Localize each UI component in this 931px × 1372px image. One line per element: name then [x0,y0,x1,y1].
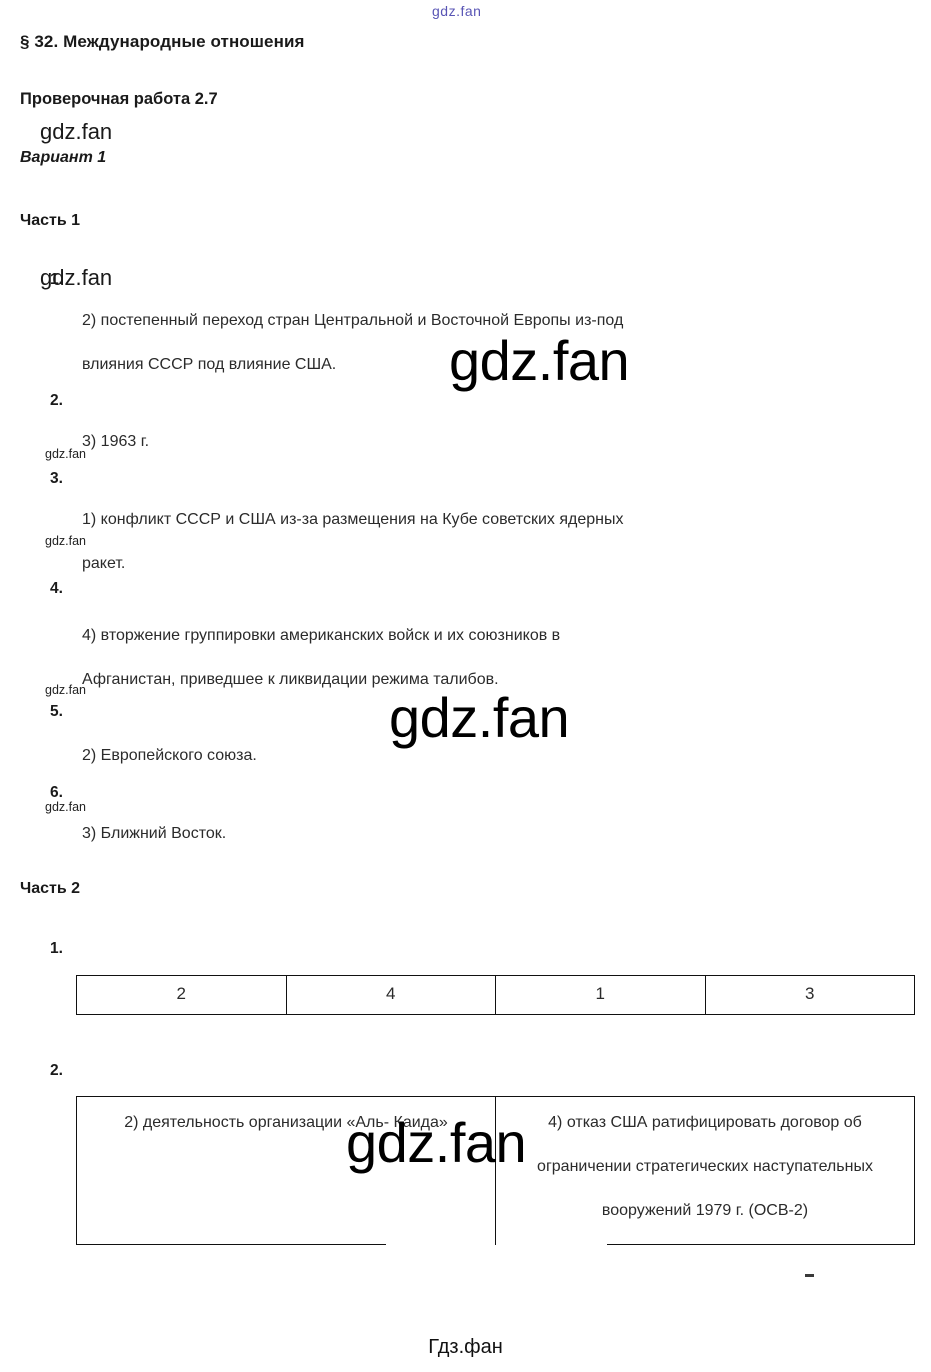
work-title: Проверочная работа 2.7 [20,90,218,108]
watermark-small-1: gdz.fan [45,447,87,461]
watermark-big-2: gdz.fan [389,686,570,749]
part-1-heading: Часть 1 [20,212,81,229]
variant-label: Вариант 1 [20,149,107,166]
footer-watermark: Гдз.фан [428,1336,503,1358]
watermark-small-3: gdz.fan [45,683,87,697]
table-bottom-border-left [76,1244,386,1246]
table-cell[interactable]: 1 [495,975,706,1015]
question-number: 1. [50,940,63,957]
question-number: 4. [50,580,63,597]
watermark-top: gdz.fan [432,3,482,19]
answer-line: 3) Ближний Восток. [82,825,227,842]
answer-line: 4) вторжение группировки американских во… [82,627,561,644]
answer-line: 3) 1963 г. [82,433,150,450]
page-title: § 32. Международные отношения [20,32,305,51]
table-cell[interactable]: 2 [76,975,287,1015]
table-row: 2 4 1 3 [76,975,915,1015]
question-number: 6. [50,784,63,801]
question-number: 1. [50,271,63,288]
answer-table-terms: 2) деятельность организации «Аль- Каида»… [76,1096,915,1245]
table-cell[interactable]: 4 [285,975,496,1015]
table-cell-line: стратегических наступательных [635,1158,873,1175]
watermark-small-4: gdz.fan [45,800,87,814]
answer-text: 4) вторжение группировки американских во… [82,614,882,702]
answer-line: влияния СССР под влияние США. [82,356,337,373]
question-number: 2. [50,1062,63,1079]
table-cell[interactable]: 4) отказ США ратифицировать договор об о… [495,1096,915,1245]
answer-line: 2) Европейского союза. [82,747,257,764]
answer-line: ракет. [82,555,126,572]
answer-line: Афганистан, приведшее к ликвидации режим… [82,671,499,688]
table-cell-line: Каида» [393,1114,448,1131]
watermark-mid-header: gdz.fan [40,119,113,144]
answer-table-matching: 2 4 1 3 [76,975,915,1015]
question-number: 2. [50,392,63,409]
watermark-big-1: gdz.fan [449,329,630,392]
answer-text: 2) постепенный переход стран Центральной… [82,299,882,387]
watermark-mid-item1: gdz.fan [40,265,113,290]
watermark-big-3: gdz.fan [346,1111,527,1174]
question-number: 5. [50,703,63,720]
answer-text: 3) 1963 г. [82,420,882,464]
table-cell[interactable]: 2) деятельность организации «Аль- Каида» [76,1096,496,1245]
table-cell-line: 4) отказ США ратифицировать [548,1114,777,1131]
watermark-small-2: gdz.fan [45,534,87,548]
answer-line: 1) конфликт СССР и США из-за размещения … [82,511,624,528]
table-cell-line: 2) деятельность организации «Аль- [124,1114,390,1131]
question-number: 3. [50,470,63,487]
part-2-heading: Часть 2 [20,880,81,897]
table-row: 2) деятельность организации «Аль- Каида»… [76,1096,915,1245]
table-cell[interactable]: 3 [704,975,915,1015]
scan-artifact-dash [805,1274,814,1277]
answer-text: 2) Европейского союза. [82,734,882,778]
table-bottom-border-right [607,1244,915,1246]
answer-text: 1) конфликт СССР и США из-за размещения … [82,498,882,586]
answer-text: 3) Ближний Восток. [82,812,882,856]
table-cell-line: вооружений 1979 г. (ОСВ-2) [601,1202,809,1219]
table-cell-line: договор об ограничении [537,1114,862,1175]
answer-line: 2) постепенный переход стран Центральной… [82,312,624,329]
